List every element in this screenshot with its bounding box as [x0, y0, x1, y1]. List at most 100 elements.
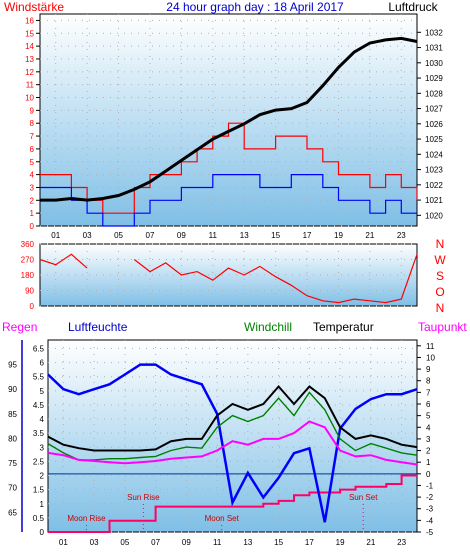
panel1-right-tick-label: 1026 [425, 120, 443, 129]
panel1-series [40, 36, 418, 227]
panel1-x-tick-label: 17 [303, 231, 312, 240]
panel1-x-tick-label: 07 [146, 231, 155, 240]
panel1-left-tick-label: 15 [25, 29, 34, 38]
panel3-rain-tick-label: 1.5 [33, 486, 45, 495]
panel1-right-tick-label: 1020 [425, 211, 443, 220]
panel1-left-tick-label: 4 [30, 171, 35, 180]
panel2-compass-label: S [436, 269, 444, 283]
panel3-rain-tick-label: 1 [40, 500, 45, 509]
panel1-left-tick-label: 5 [30, 158, 35, 167]
panel1-left-tick-label: 9 [30, 106, 35, 115]
panel2-compass-label: W [434, 253, 446, 267]
panel3-humidity-tick-label: 80 [8, 434, 17, 443]
panel1-right-tick-label: 1025 [425, 135, 443, 144]
panel3-grid [48, 340, 417, 533]
panel2-left-tick-label: 360 [21, 240, 35, 249]
panel3-temperature-tick-label: 8 [426, 377, 431, 386]
panel1-left-tick-label: 16 [25, 16, 34, 25]
series-temperatur [47, 384, 418, 452]
panel1-right-tick-label: 1032 [425, 28, 443, 37]
panel3-humidity-tick-label: 75 [8, 459, 17, 468]
panel3-rain-tick-label: 0 [40, 528, 45, 537]
chart-title: 24 hour graph day : 18 April 2017 [166, 0, 344, 14]
panel1-right-ticks: 1020 1021 1022 1023 1024 1025 1026 1027 1028 1029… [417, 28, 443, 220]
panel2-compass-label: O [435, 285, 444, 299]
panel2-left-ticks: 0 90 180 270 360 [21, 240, 35, 311]
panel3-humidity-tick-label: 65 [8, 508, 17, 517]
panel3-temperature-tick-label: 3 [426, 435, 431, 444]
panel3-rain-tick-label: 0.5 [33, 514, 45, 523]
panel3-temperature-tick-label: -5 [426, 528, 434, 537]
panel3-rain-tick-label: 5.5 [33, 373, 45, 382]
panel1-x-tick-label: 23 [397, 231, 406, 240]
panel1-x-tick-label: 13 [240, 231, 249, 240]
series-regen [48, 474, 417, 533]
panel3-series [47, 363, 418, 533]
panel1-left-tick-label: 7 [30, 132, 35, 141]
panel3-temperature-tick-label: -3 [426, 505, 434, 514]
panel1-x-tick-label: 15 [271, 231, 280, 240]
panel3-x-tick-label: 01 [59, 538, 68, 547]
panel3-temperature-tick-label: -2 [426, 493, 434, 502]
panel1-left-tick-label: 13 [25, 55, 34, 64]
panel3-rain-tick-label: 3 [40, 443, 45, 452]
panel1-right-tick-label: 1030 [425, 59, 443, 68]
panel1-right-tick-label: 1031 [425, 44, 443, 53]
panel1-x-tick-label: 03 [83, 231, 92, 240]
right-axis-title-luftdruck: Luftdruck [388, 0, 438, 14]
panel3-temperature-tick-label: 7 [426, 388, 431, 397]
panel3-temperature-tick-label: 2 [426, 447, 431, 456]
series-taupunkt [47, 420, 418, 466]
panel1-right-tick-label: 1028 [425, 89, 443, 98]
left-axis-title-windstaerke: Windstärke [4, 0, 64, 14]
series-windboeen [40, 174, 417, 227]
panel2-left-tick-label: 180 [21, 271, 35, 280]
panel1-left-tick-label: 3 [30, 183, 35, 192]
panel3-rain-tick-label: 4 [40, 415, 45, 424]
panel3-humidity-tick-label: 95 [8, 361, 17, 370]
panel3-temperature-tick-label: 10 [426, 353, 435, 362]
label-temperatur: Temperatur [313, 320, 374, 334]
panel3-temperature-ticks: -5 -4 -3 -2 -1 0 1 2 3 4 5 6 7 8 9 10 11 [417, 342, 435, 537]
panel2-background [39, 243, 418, 307]
panel3-x-tick-label: 09 [182, 538, 191, 547]
label-luftfeuchte: Luftfeuchte [68, 320, 128, 334]
label-taupunkt: Taupunkt [418, 320, 467, 334]
panel2-left-tick-label: 90 [25, 287, 34, 296]
panel1-x-tick-label: 01 [51, 231, 60, 240]
panel3-temperature-tick-label: 11 [426, 342, 435, 351]
panel1-left-tick-label: 2 [30, 196, 35, 205]
panel3-x-tick-label: 21 [366, 538, 375, 547]
panel1-x-labels: 01 03 05 07 09 11 13 15 17 19 21 23 [51, 231, 406, 240]
panel3-x-labels: 01 03 05 07 09 11 13 15 17 19 21 23 [59, 538, 407, 547]
annotation-label: Moon Rise [67, 514, 106, 523]
panel2-left-tick-label: 0 [30, 302, 35, 311]
panel3-humidity-tick-label: 70 [8, 484, 17, 493]
panel1-x-tick-label: 11 [209, 231, 218, 240]
panel1-left-tick-label: 8 [30, 119, 35, 128]
panel3-rain-tick-label: 3.5 [33, 429, 45, 438]
panel3-temperature-tick-label: -4 [426, 516, 434, 525]
panel1-right-tick-label: 1027 [425, 105, 443, 114]
panel3-rain-tick-label: 6 [40, 359, 45, 368]
panel1-left-tick-label: 11 [26, 81, 35, 90]
panel3-temperature-tick-label: 9 [426, 365, 431, 374]
panel3-temperature-tick-label: -1 [426, 481, 434, 490]
annotation-label: Moon Set [205, 514, 240, 523]
annotation-label: Sun Set [349, 493, 378, 502]
panel3-humidity-ticks: 65 70 75 80 85 90 95 [8, 361, 17, 518]
panel3-x-tick-label: 19 [336, 538, 345, 547]
panel1-right-tick-label: 1023 [425, 166, 443, 175]
panel3-temperature-tick-label: 6 [426, 400, 431, 409]
panel1-right-tick-label: 1021 [425, 196, 443, 205]
panel3-temperature-tick-label: 1 [426, 458, 431, 467]
panel1-grid [40, 14, 417, 227]
panel1-x-tick-label: 19 [334, 231, 343, 240]
panel1-left-tick-label: 0 [30, 222, 35, 231]
panel3-x-tick-label: 05 [120, 538, 129, 547]
